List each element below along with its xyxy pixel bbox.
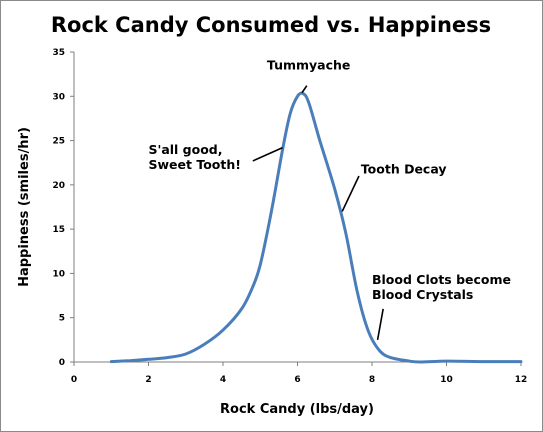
annotation-line: Blood Clots become xyxy=(372,272,511,287)
y-tick-label: 10 xyxy=(52,269,65,279)
annotation-label: S'all good, Sweet Tooth! xyxy=(149,142,241,172)
annotation: Tummyache xyxy=(267,58,350,94)
x-tick-label: 8 xyxy=(369,375,375,385)
y-axis-title: Happiness (smiles/hr) xyxy=(17,127,32,287)
annotation-line: Tummyache xyxy=(267,58,350,73)
y-tick-label: 0 xyxy=(59,358,65,368)
annotation-arrow xyxy=(252,146,283,162)
annotation: S'all good, Sweet Tooth! xyxy=(149,142,283,172)
y-tick-label: 25 xyxy=(52,137,65,147)
x-tick-label: 4 xyxy=(220,375,226,385)
y-tick-label: 15 xyxy=(52,225,65,235)
y-tick-label: 35 xyxy=(52,48,65,58)
axes: 0 5 10 15 20 25 30 35 0 2 4 6 8 10 12 xyxy=(52,48,527,385)
annotation-arrow xyxy=(376,308,384,340)
annotation-arrow xyxy=(341,175,360,212)
y-tick-label: 20 xyxy=(52,181,65,191)
annotation-arrow xyxy=(301,85,308,94)
y-tick-label: 5 xyxy=(59,314,65,324)
x-tick-label: 12 xyxy=(515,375,528,385)
annotation-line: Tooth Decay xyxy=(361,161,447,176)
annotation: Tooth Decay xyxy=(341,161,447,212)
series-line xyxy=(109,91,523,364)
annotation-line: Sweet Tooth! xyxy=(149,157,241,172)
x-tick-label: 2 xyxy=(145,375,151,385)
chart-title: Rock Candy Consumed vs. Happiness xyxy=(51,13,491,37)
annotation-label: Tooth Decay xyxy=(361,161,447,176)
y-tick-label: 30 xyxy=(52,92,65,102)
x-tick-label: 10 xyxy=(440,375,453,385)
annotations: Tummyache S'all good, Sweet Tooth! Tooth De… xyxy=(149,58,511,340)
annotation-line: S'all good, xyxy=(149,142,223,157)
annotation-line: Blood Crystals xyxy=(372,287,473,302)
x-tick-label: 0 xyxy=(71,375,77,385)
annotation-label: Tummyache xyxy=(267,58,350,73)
x-axis-title: Rock Candy (lbs/day) xyxy=(220,402,374,417)
annotation: Blood Clots become Blood Crystals xyxy=(372,272,511,340)
series-layer xyxy=(109,91,523,364)
annotation-label: Blood Clots become Blood Crystals xyxy=(372,272,511,302)
x-tick-label: 6 xyxy=(294,375,300,385)
